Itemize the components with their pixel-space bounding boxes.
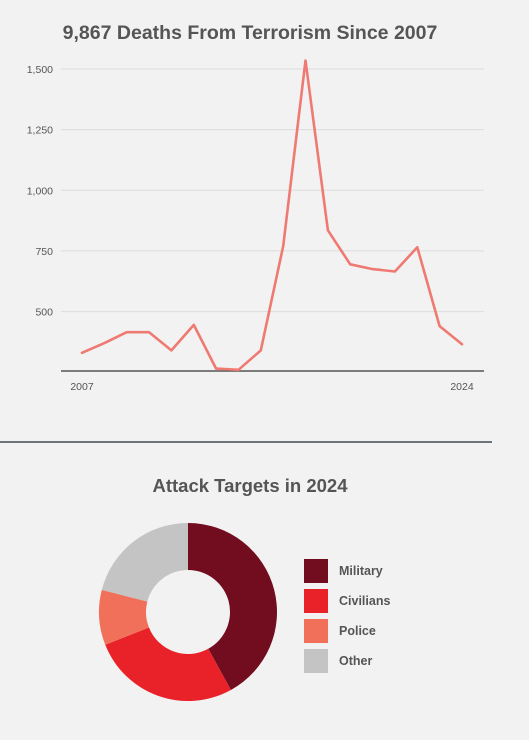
donut-chart-title: Attack Targets in 2024 <box>152 475 348 496</box>
x-tick-label: 2024 <box>450 381 474 393</box>
y-tick-label: 500 <box>35 307 53 319</box>
y-gridlines <box>61 68 484 313</box>
legend-swatch <box>304 589 328 613</box>
donut-slice-military <box>188 523 277 690</box>
y-tick-labels: 500 750 1,000 1,250 1,500 <box>27 64 53 319</box>
legend-label: Military <box>339 564 383 578</box>
legend-label: Police <box>339 624 376 638</box>
legend-swatch <box>304 649 328 673</box>
legend-swatch <box>304 619 328 643</box>
section-divider <box>0 441 492 443</box>
series-group <box>80 59 464 372</box>
x-tick-labels: 2007 2024 <box>70 381 474 393</box>
line-chart: 500 750 1,000 1,250 1,500 2007 2024 <box>27 59 484 393</box>
legend-swatch <box>304 559 328 583</box>
line-chart-title: 9,867 Deaths From Terrorism Since 2007 <box>62 22 438 44</box>
legend-item-military: Military <box>304 556 390 586</box>
donut-slice-other <box>101 523 188 602</box>
y-tick-label: 1,000 <box>27 185 53 197</box>
legend-label: Other <box>339 654 373 668</box>
legend-label: Civilians <box>339 594 391 608</box>
legend-item-civilians: Civilians <box>304 586 390 616</box>
series-line <box>80 59 464 372</box>
legend-item-police: Police <box>304 616 390 646</box>
y-tick-label: 1,250 <box>27 125 53 137</box>
donut-slice-civilians <box>105 627 231 701</box>
donut-slice-police <box>98 589 149 645</box>
donut-legend: Military Civilians Police Other <box>304 556 390 676</box>
donut-chart <box>98 523 277 701</box>
x-tick-label: 2007 <box>70 381 94 393</box>
y-tick-label: 750 <box>35 246 53 258</box>
legend-item-other: Other <box>304 646 390 676</box>
y-tick-label: 1,500 <box>27 64 53 76</box>
